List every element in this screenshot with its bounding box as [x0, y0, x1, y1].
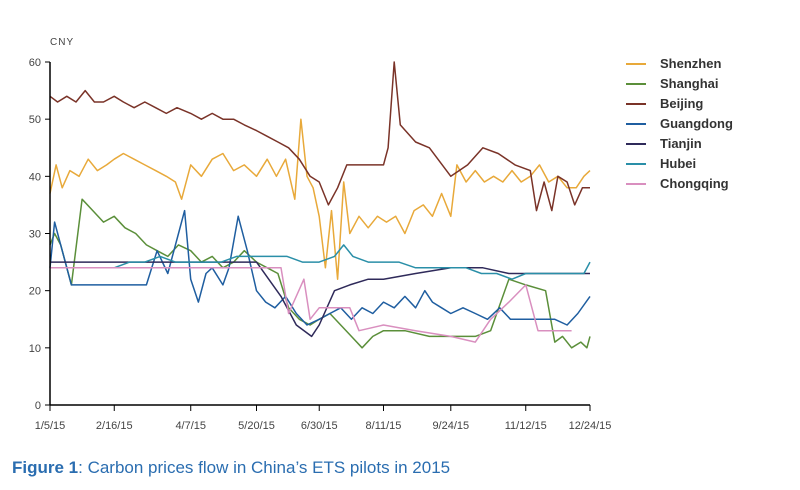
y-tick-label: 60: [29, 57, 41, 69]
x-tick-label: 8/11/15: [366, 420, 402, 432]
caption-text: : Carbon prices flow in China’s ETS pilo…: [78, 458, 451, 477]
figure-label: Figure 1: [12, 458, 79, 477]
x-tick-label: 5/20/15: [238, 420, 275, 432]
x-tick-label: 1/5/15: [35, 420, 66, 432]
series-line-chongqing: [50, 267, 572, 343]
legend-label-shanghai: Shanghai: [660, 76, 719, 91]
series-line-hubei: [50, 244, 591, 280]
legend-label-shenzhen: Shenzhen: [660, 56, 721, 71]
legend-label-chongqing: Chongqing: [660, 176, 729, 191]
y-axis-unit-label: CNY: [50, 37, 74, 48]
series-line-beijing: [49, 61, 590, 212]
x-tick-label: 2/16/15: [96, 420, 133, 432]
x-tick-label: 4/7/15: [175, 420, 206, 432]
x-tick-label: 11/12/15: [505, 420, 547, 432]
y-axis-ticks: 0 10 20 30 40 50 60: [29, 57, 50, 412]
x-tick-label: 12/24/15: [569, 420, 612, 432]
series-line-tianjin: [50, 261, 590, 338]
x-axis-ticks: 1/5/15 2/16/15 4/7/15 5/20/15 6/30/15 8/11/15…: [35, 405, 612, 432]
y-tick-label: 0: [35, 400, 41, 412]
series-line-guangdong: [49, 209, 591, 326]
series-line-shanghai: [49, 198, 591, 349]
x-tick-label: 6/30/15: [301, 420, 338, 432]
y-tick-label: 10: [29, 343, 41, 355]
x-tick-label: 9/24/15: [432, 420, 469, 432]
figure-caption: Figure 1: Carbon prices flow in China’s …: [12, 458, 450, 478]
legend-label-hubei: Hubei: [660, 156, 696, 171]
legend-label-tianjin: Tianjin: [660, 136, 702, 151]
y-tick-label: 30: [29, 229, 41, 241]
series-line-shenzhen: [49, 118, 591, 280]
legend-label-beijing: Beijing: [660, 96, 703, 111]
legend-label-guangdong: Guangdong: [660, 116, 733, 131]
y-tick-label: 50: [29, 114, 41, 126]
line-chart: CNY 0 10 20 30 40 50 60 1/5/15 2/16/15 4/7/15 5/2…: [29, 37, 733, 432]
y-tick-label: 40: [29, 171, 41, 183]
y-tick-label: 20: [29, 286, 41, 298]
legend: Shenzhen Shanghai Beijing Guangdong Tianjin H…: [626, 56, 733, 191]
series-lines: [49, 61, 591, 349]
